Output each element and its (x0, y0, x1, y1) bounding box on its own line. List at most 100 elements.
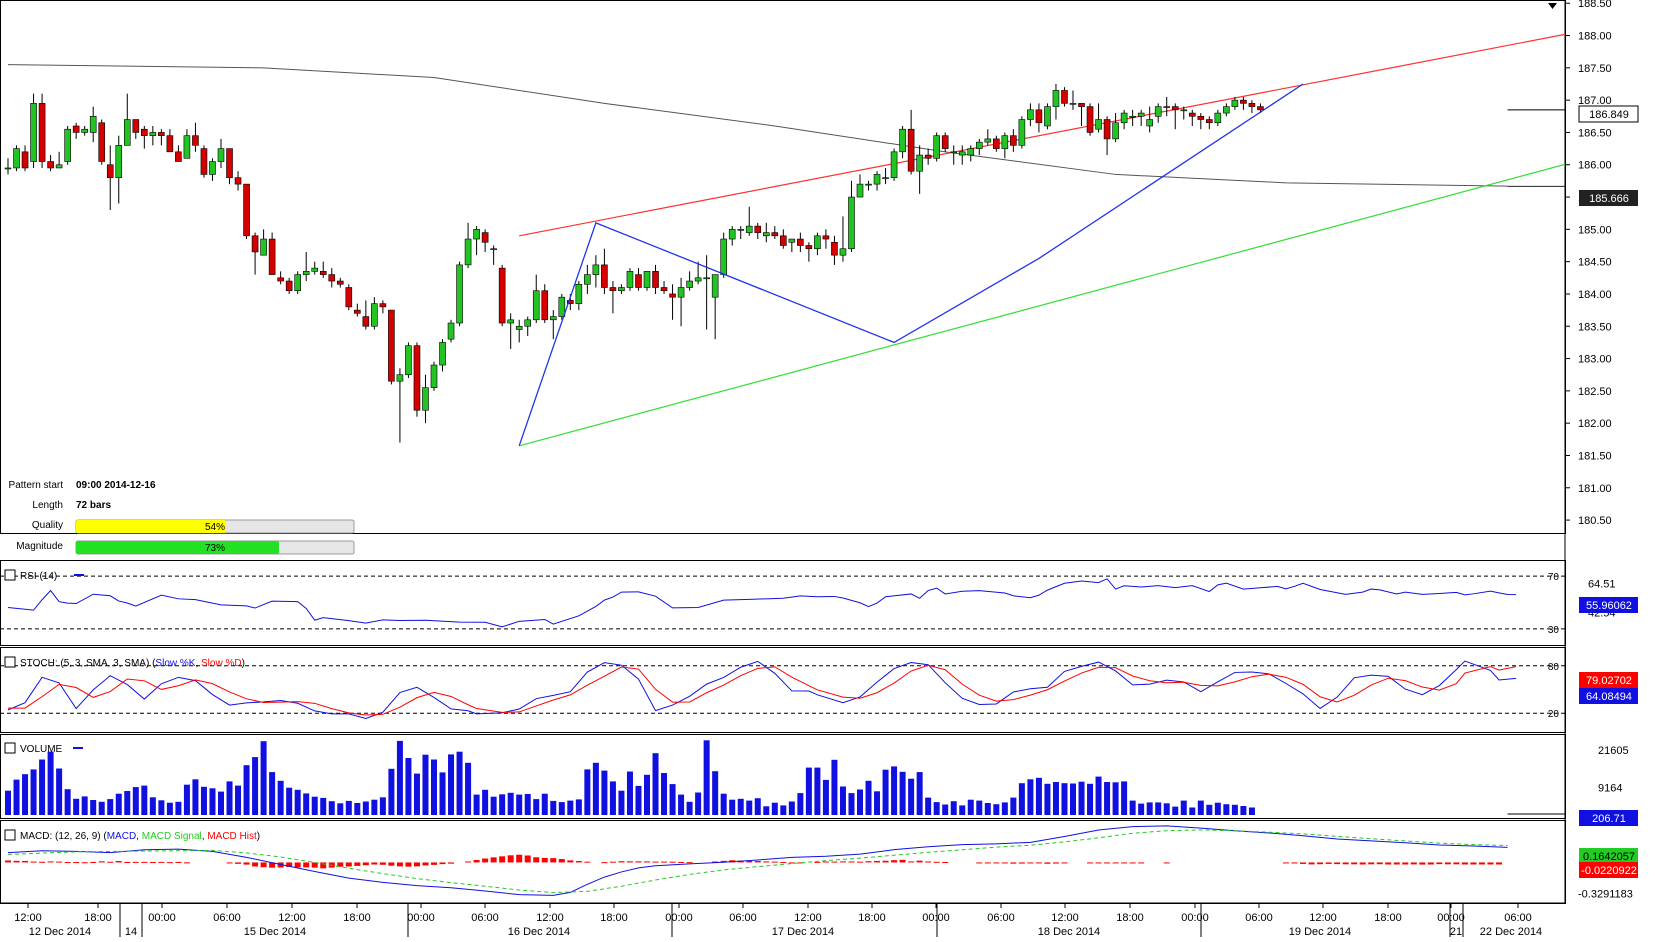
macd-hist-bar (882, 860, 889, 863)
macd-hist-bar (1368, 862, 1375, 865)
volume-bar (882, 769, 889, 815)
stoch-close-icon[interactable] (4, 656, 16, 668)
macd-hist-bar (448, 862, 455, 864)
macd-hist-bar (371, 862, 378, 865)
candle-body (141, 128, 148, 136)
macd-hist-bar (575, 861, 582, 863)
volume-bar (1035, 777, 1042, 815)
volume-bar (848, 793, 855, 815)
price-tick-label: 185.00 (1578, 224, 1612, 236)
time-tick-label: 06:00 (213, 912, 241, 924)
candle-body (243, 183, 250, 237)
volume-bar (362, 801, 369, 815)
volume-bar (107, 799, 114, 815)
macd-hist-bar (22, 860, 29, 863)
candle-body (873, 174, 881, 185)
volume-bar (252, 757, 259, 815)
candle-body (81, 128, 88, 133)
macd-hist-bar (1010, 862, 1017, 864)
candle-body (1103, 119, 1111, 140)
time-tick-label: 06:00 (1504, 912, 1532, 924)
macd-hist-bar (1419, 862, 1426, 865)
candle-body (345, 287, 353, 308)
date-label: 14 (125, 926, 137, 937)
time-tick-label: 12:00 (1309, 912, 1337, 924)
candle-body (217, 148, 225, 162)
price-tick-label: 188.50 (1578, 0, 1612, 10)
volume-bar (1189, 807, 1196, 815)
volume-bar (661, 773, 668, 815)
macd-hist-bar (81, 862, 88, 864)
candle-body (890, 151, 898, 178)
volume-bar (1087, 783, 1094, 815)
macd-hist-bar (439, 862, 446, 865)
volume-bar (737, 798, 744, 815)
volume-bar (30, 769, 37, 815)
macd-hist-bar (1052, 862, 1059, 864)
macd-hist-bar (252, 862, 259, 867)
macd-hist-bar (1470, 862, 1477, 865)
volume-bar (797, 793, 804, 815)
candle-body (558, 296, 566, 317)
candle-body (430, 364, 438, 388)
volume-bar (1027, 779, 1034, 815)
macd-hist-bar (1393, 862, 1400, 865)
volume-bar (235, 785, 242, 815)
macd-hist-bar (388, 862, 395, 866)
candle-body (924, 154, 932, 159)
candle-body (609, 287, 617, 292)
macd-hist-bar (405, 862, 412, 867)
volume-bar (218, 791, 224, 815)
volume-bar (695, 792, 702, 815)
svg-text:STOCH: (5, 3, SMA, 3, SMA): STOCH: (5, 3, SMA, 3, SMA) (Slow %K, Slo… (20, 658, 245, 669)
macd-hist-bar (1044, 862, 1051, 864)
candle-body (405, 345, 412, 376)
volume-bar (439, 772, 446, 815)
macd-hist-bar (1018, 862, 1025, 864)
volume-bar (635, 785, 642, 815)
macd-hist-bar (362, 862, 369, 866)
volume-bar (209, 788, 216, 815)
volume-bar (149, 797, 156, 815)
volume-value-tag (1579, 810, 1638, 826)
candle-body (379, 303, 387, 308)
macd-close-icon[interactable] (4, 829, 16, 841)
macd-hist-bar (1308, 862, 1315, 865)
candle-body (132, 119, 140, 133)
macd-hist-bar (1496, 862, 1502, 865)
ma-price-value: 185.666 (1589, 193, 1629, 205)
quality-label: Quality (32, 520, 63, 531)
volume-bar (456, 751, 463, 815)
wedge-lower-line (519, 163, 1565, 447)
time-tick-label: 12:00 (14, 912, 42, 924)
candle-body (209, 161, 216, 175)
volume-bar (260, 741, 267, 815)
macd-value-tag (1579, 848, 1638, 863)
macd-hist-bar (499, 856, 506, 863)
macd-hist-bar (1112, 862, 1119, 864)
macd-hist-bar (132, 861, 139, 863)
volume-bar (984, 803, 991, 815)
time-tick-label: 00:00 (665, 912, 693, 924)
macd-hist-bar (814, 861, 821, 863)
volume-bar (1231, 804, 1238, 815)
rsi-close-icon[interactable] (4, 569, 16, 581)
volume-bar (345, 800, 352, 815)
macd-hist-bar (1427, 862, 1434, 865)
volume-bar (1155, 802, 1162, 815)
volume-bar (90, 800, 97, 815)
volume-bar (1206, 804, 1213, 815)
date-label: 17 Dec 2014 (772, 926, 834, 937)
candle-body (822, 235, 830, 240)
time-tick-label: 00:00 (1181, 912, 1209, 924)
macd-hist-bar (320, 862, 327, 869)
candle-body (797, 238, 804, 246)
volume-close-icon[interactable] (4, 742, 16, 754)
macd-hist-bar (1283, 862, 1289, 864)
candle-body (771, 232, 779, 237)
time-tick-label: 12:00 (1051, 912, 1079, 924)
macd-hist-bar (13, 860, 20, 863)
volume-bar (976, 800, 983, 815)
